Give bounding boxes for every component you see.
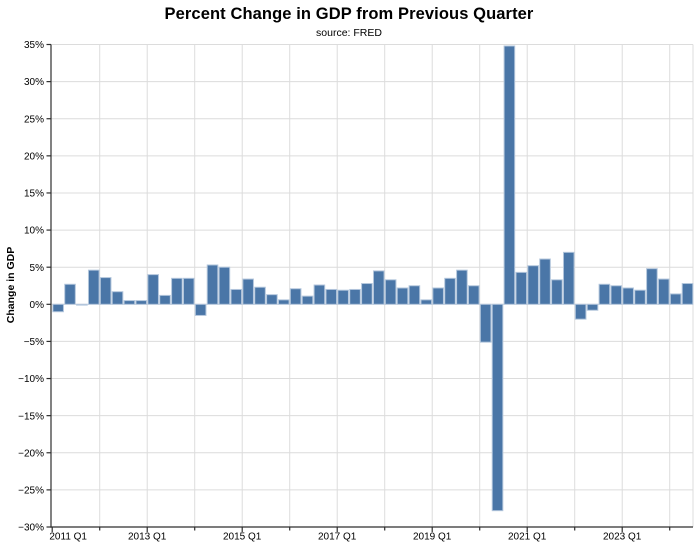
bar [574, 303, 587, 320]
bar [444, 277, 456, 305]
x-tick-label: 2011 Q1 [49, 532, 87, 543]
chart-subtitle: source: FRED [316, 27, 382, 39]
bar [325, 288, 338, 305]
bar [634, 289, 646, 305]
bar [610, 285, 623, 305]
y-tick-label: 0% [30, 300, 45, 311]
bar [289, 288, 302, 305]
y-tick-label: 15% [24, 189, 44, 200]
bar [206, 264, 219, 305]
y-tick-label: −10% [18, 374, 44, 385]
bar [182, 277, 195, 305]
bar [266, 294, 278, 305]
bar [242, 278, 254, 305]
y-tick-label: 35% [24, 40, 44, 51]
y-tick-label: −20% [18, 448, 44, 459]
bar [527, 265, 539, 305]
bar [361, 283, 373, 305]
bar [87, 269, 100, 305]
bar [230, 288, 243, 305]
bar [657, 278, 670, 305]
bar [622, 287, 634, 305]
bar [76, 303, 88, 306]
x-tick-label: 2015 Q1 [223, 532, 262, 543]
y-tick-label: −15% [18, 411, 44, 422]
y-tick-label: −5% [24, 337, 44, 348]
bar [586, 303, 599, 311]
bar [99, 277, 112, 305]
bar [420, 299, 433, 305]
bar [218, 266, 231, 305]
bar [111, 291, 124, 305]
x-tick-label: 2021 Q1 [508, 532, 547, 543]
bar [313, 284, 326, 305]
bar [52, 303, 64, 313]
bar [349, 288, 361, 305]
bar [171, 277, 183, 305]
y-tick-label: −30% [18, 523, 44, 534]
bar [372, 270, 385, 305]
y-tick-label: 5% [30, 263, 45, 274]
y-tick-label: 25% [24, 114, 44, 125]
chart-title: Percent Change in GDP from Previous Quar… [164, 5, 534, 23]
bar [64, 283, 76, 305]
bar [503, 45, 516, 305]
bar [551, 279, 563, 305]
x-tick-label: 2013 Q1 [128, 532, 167, 543]
y-tick-label: 10% [24, 226, 44, 237]
bar [254, 286, 266, 305]
x-tick-label: 2019 Q1 [413, 532, 452, 543]
bars-group [52, 45, 694, 512]
bar [147, 274, 159, 305]
bar [669, 293, 682, 305]
bar [681, 283, 694, 305]
x-tick-label: 2023 Q1 [603, 532, 642, 543]
bar [479, 303, 492, 343]
bar [384, 279, 397, 305]
bar [408, 285, 421, 305]
bar [194, 303, 207, 316]
bar [301, 295, 314, 305]
tick-marks [46, 43, 671, 532]
bar [396, 287, 409, 305]
bar [337, 289, 349, 305]
bar [277, 299, 290, 305]
y-tick-label: −25% [18, 486, 44, 497]
bar [539, 258, 551, 305]
bar [159, 294, 171, 305]
y-tick-label: 30% [24, 77, 44, 88]
bar [515, 271, 528, 305]
bar [598, 283, 611, 305]
x-tick-label: 2017 Q1 [318, 532, 357, 543]
bar [467, 285, 480, 305]
bar [123, 300, 136, 305]
bar [562, 251, 575, 305]
bar [432, 287, 444, 305]
tick-labels: 35% 30% 25% 20% 15% 10% 5% 0% −5% −10% −15% −20% −25… [18, 40, 642, 542]
axes [50, 44, 693, 528]
bar [491, 303, 504, 512]
bar [646, 268, 658, 305]
bar [135, 300, 148, 305]
bar [456, 269, 468, 305]
y-tick-label: 20% [24, 151, 44, 162]
